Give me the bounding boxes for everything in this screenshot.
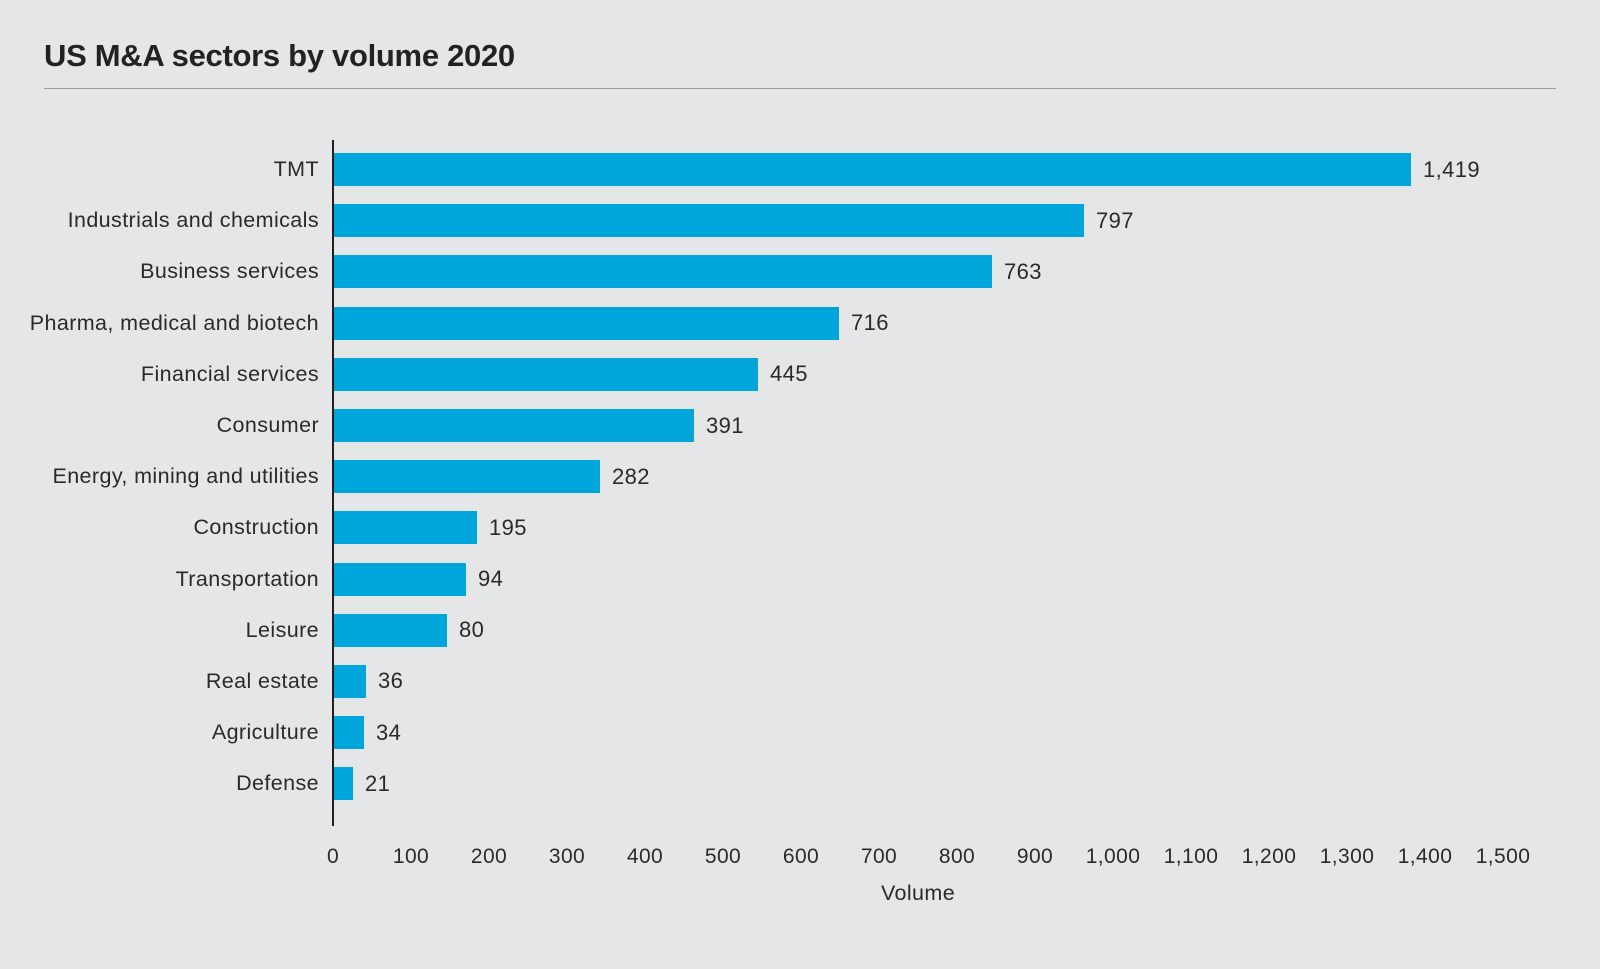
bar-row: TMT 1,419 bbox=[0, 144, 1600, 195]
category-label: Business services bbox=[140, 259, 319, 284]
bar bbox=[334, 357, 758, 391]
bar-track: 36 bbox=[333, 664, 1503, 698]
x-tick-label: 500 bbox=[704, 845, 742, 868]
bar-row: Agriculture 34 bbox=[0, 707, 1600, 758]
x-tick-label: 0 bbox=[326, 845, 340, 868]
bar bbox=[334, 767, 353, 801]
bar-row: Financial services 445 bbox=[0, 349, 1600, 400]
bar-track: 716 bbox=[333, 306, 1503, 340]
bar bbox=[334, 255, 992, 289]
bar-track: 1,419 bbox=[333, 153, 1503, 187]
value-label: 36 bbox=[378, 668, 404, 694]
category-label: Energy, mining and utilities bbox=[52, 464, 319, 489]
y-axis-line bbox=[332, 140, 334, 826]
x-tick-label: 1,300 bbox=[1319, 845, 1375, 868]
x-tick-label: 900 bbox=[1016, 845, 1054, 868]
bar-rows: TMT 1,419 Industrials and chemicals 797 Busi… bbox=[0, 144, 1600, 809]
bar-row: Industrials and chemicals 797 bbox=[0, 195, 1600, 246]
x-tick-label: 400 bbox=[626, 845, 664, 868]
value-label: 797 bbox=[1096, 207, 1134, 233]
value-label: 391 bbox=[706, 412, 744, 438]
bar bbox=[334, 306, 839, 340]
x-tick-label: 100 bbox=[392, 845, 430, 868]
bar bbox=[334, 153, 1411, 187]
bar bbox=[334, 562, 466, 596]
category-label: TMT bbox=[273, 157, 319, 182]
bar-track: 763 bbox=[333, 255, 1503, 289]
value-label: 195 bbox=[489, 514, 527, 540]
bar-row: Energy, mining and utilities 282 bbox=[0, 451, 1600, 502]
category-label: Construction bbox=[193, 515, 319, 540]
bar-row: Consumer 391 bbox=[0, 400, 1600, 451]
x-tick-label: 600 bbox=[782, 845, 820, 868]
value-label: 80 bbox=[459, 617, 485, 643]
bar-track: 797 bbox=[333, 204, 1503, 238]
bar-track: 195 bbox=[333, 511, 1503, 545]
bar-track: 282 bbox=[333, 460, 1503, 494]
bar-row: Defense 21 bbox=[0, 758, 1600, 809]
x-tick-label: 1,400 bbox=[1397, 845, 1453, 868]
bar-track: 445 bbox=[333, 357, 1503, 391]
value-label: 716 bbox=[851, 310, 889, 336]
value-label: 34 bbox=[376, 719, 402, 745]
category-label: Financial services bbox=[140, 361, 319, 386]
bar-row: Pharma, medical and biotech 716 bbox=[0, 298, 1600, 349]
value-label: 1,419 bbox=[1423, 156, 1481, 182]
bar-track: 94 bbox=[333, 562, 1503, 596]
value-label: 21 bbox=[365, 770, 391, 796]
bar-row: Transportation 94 bbox=[0, 554, 1600, 605]
title-divider bbox=[44, 88, 1556, 89]
x-tick-label: 1,100 bbox=[1163, 845, 1219, 868]
bar bbox=[334, 664, 366, 698]
x-tick-label: 1,200 bbox=[1241, 845, 1297, 868]
bar-row: Leisure 80 bbox=[0, 605, 1600, 656]
chart-title: US M&A sectors by volume 2020 bbox=[44, 38, 515, 73]
bar bbox=[334, 460, 600, 494]
value-label: 282 bbox=[612, 463, 650, 489]
x-tick-label: 1,500 bbox=[1475, 845, 1531, 868]
x-tick-label: 1,000 bbox=[1085, 845, 1141, 868]
bar-track: 80 bbox=[333, 613, 1503, 647]
value-label: 94 bbox=[478, 566, 504, 592]
x-axis-label: Volume bbox=[880, 881, 956, 905]
bar-track: 34 bbox=[333, 716, 1503, 750]
x-tick-label: 700 bbox=[860, 845, 898, 868]
category-label: Real estate bbox=[205, 668, 319, 693]
bar-track: 391 bbox=[333, 409, 1503, 443]
value-label: 763 bbox=[1004, 258, 1042, 284]
category-label: Transportation bbox=[175, 566, 319, 591]
x-axis-ticks: 0 100 200 300 400 500 600 700 800 900 1,000 1,100 1,… bbox=[327, 845, 1530, 869]
bar bbox=[334, 716, 364, 750]
bar-row: Business services 763 bbox=[0, 246, 1600, 297]
bar bbox=[334, 511, 477, 545]
bar bbox=[334, 409, 694, 443]
category-label: Leisure bbox=[245, 617, 319, 642]
bar bbox=[334, 613, 447, 647]
category-label: Defense bbox=[236, 771, 319, 796]
bar-track: 21 bbox=[333, 767, 1503, 801]
category-label: Consumer bbox=[216, 413, 319, 438]
category-label: Industrials and chemicals bbox=[67, 208, 319, 233]
bar-row: Construction 195 bbox=[0, 502, 1600, 553]
bar bbox=[334, 204, 1084, 238]
category-label: Agriculture bbox=[211, 720, 319, 745]
x-tick-label: 200 bbox=[470, 845, 508, 868]
bar-row: Real estate 36 bbox=[0, 656, 1600, 707]
value-label: 445 bbox=[770, 361, 808, 387]
x-tick-label: 300 bbox=[548, 845, 586, 868]
category-label: Pharma, medical and biotech bbox=[29, 310, 319, 335]
x-tick-label: 800 bbox=[938, 845, 976, 868]
